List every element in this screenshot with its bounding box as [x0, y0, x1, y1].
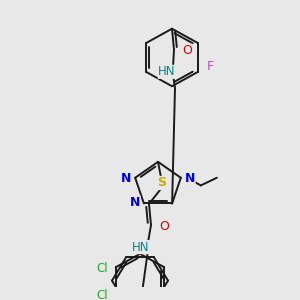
Text: O: O: [182, 44, 192, 57]
Text: HN: HN: [158, 65, 176, 78]
Text: Cl: Cl: [96, 289, 108, 300]
Text: Cl: Cl: [96, 262, 108, 275]
Text: O: O: [159, 220, 169, 232]
Text: N: N: [184, 172, 195, 185]
Text: N: N: [121, 172, 131, 185]
Text: F: F: [206, 60, 214, 73]
Text: HN: HN: [132, 241, 150, 254]
Text: S: S: [158, 176, 166, 189]
Text: N: N: [130, 196, 140, 209]
